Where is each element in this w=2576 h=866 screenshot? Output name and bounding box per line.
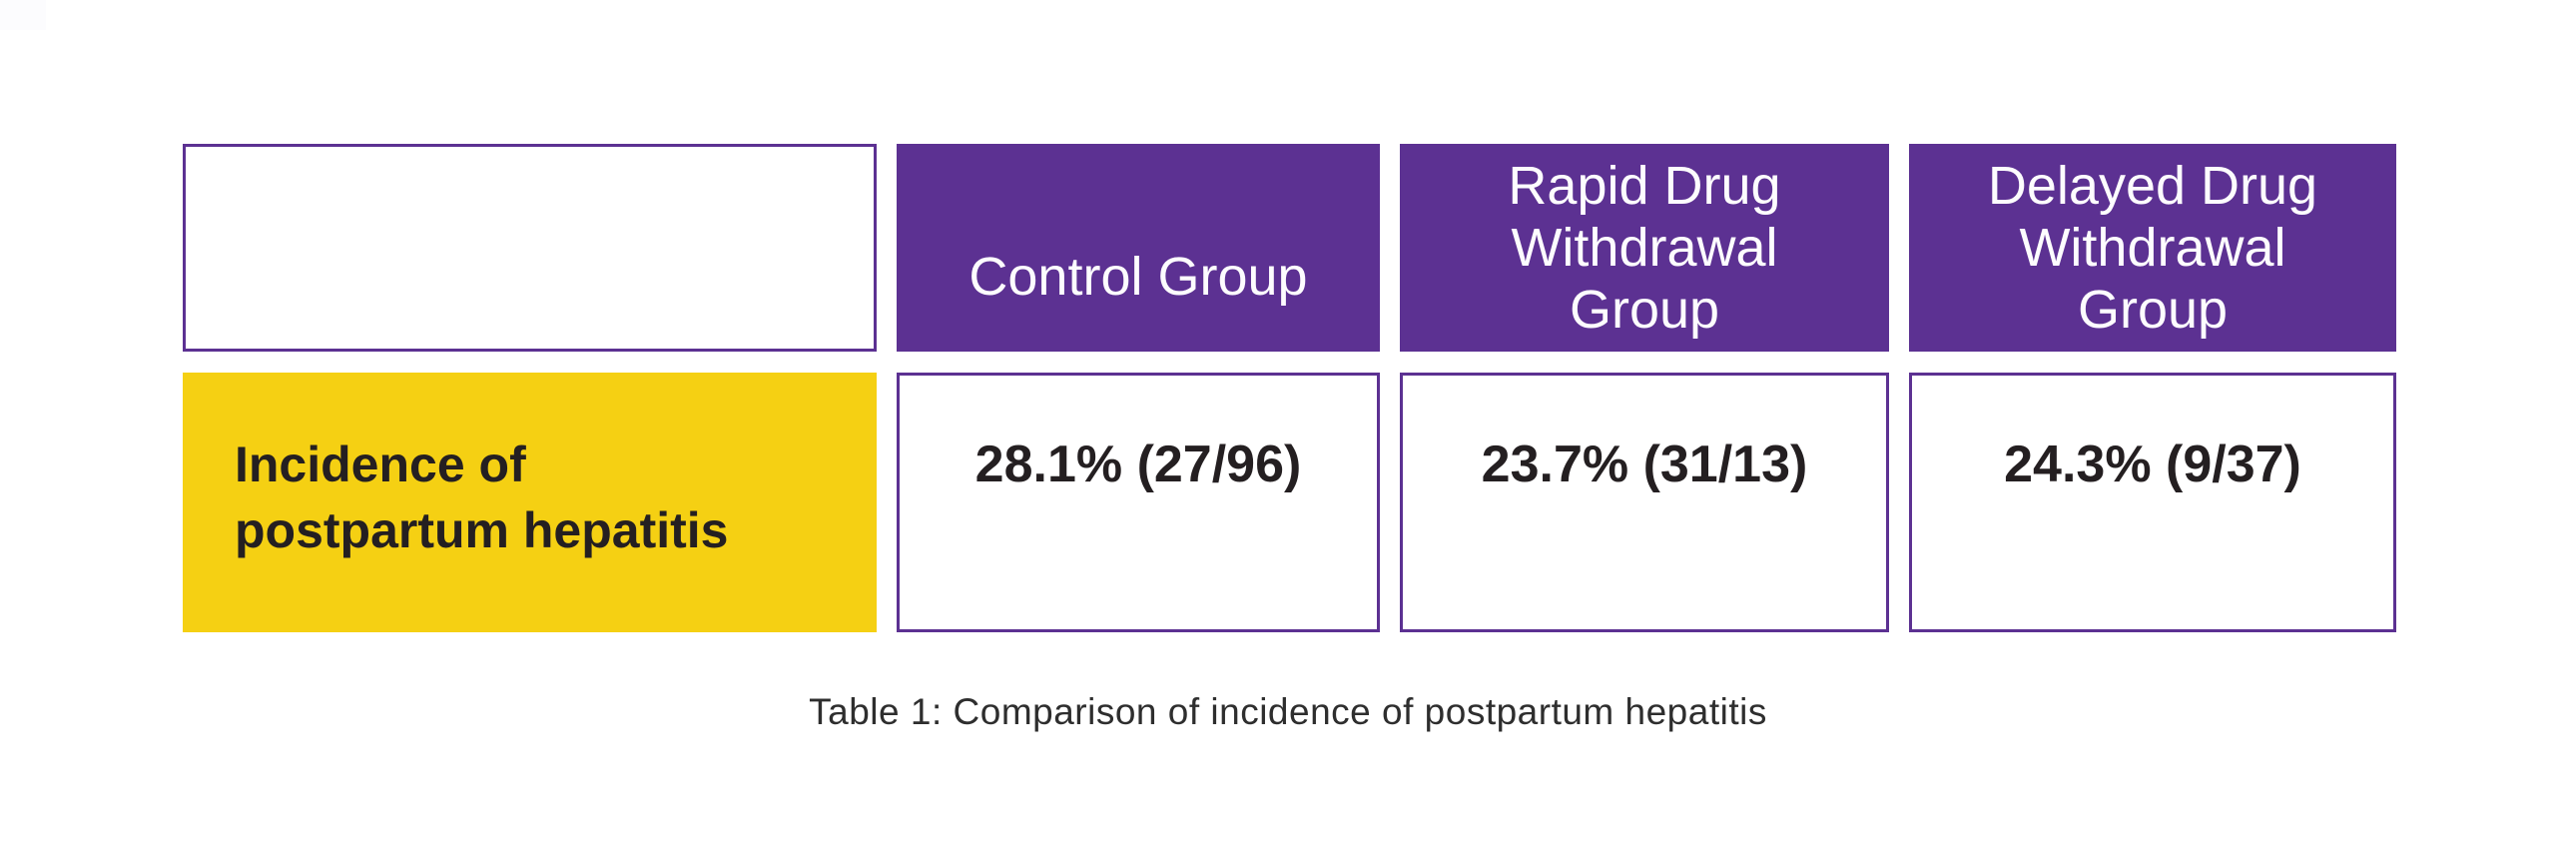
row-label-incidence: Incidence of postpartum hepatitis xyxy=(183,373,877,632)
table-caption: Table 1: Comparison of incidence of post… xyxy=(809,691,1767,732)
value-rapid-withdrawal-group: 23.7% (31/13) xyxy=(1481,435,1808,493)
value-control-group: 28.1% (27/96) xyxy=(974,435,1302,493)
corner-artifact xyxy=(0,0,46,30)
header-label-delayed-withdrawal-group: Delayed Drug Withdrawal Group xyxy=(1987,156,2318,340)
header-label-rapid-withdrawal-group: Rapid Drug Withdrawal Group xyxy=(1508,156,1781,340)
header-empty-cell xyxy=(183,144,877,352)
header-cell-delayed-withdrawal-group: Delayed Drug Withdrawal Group xyxy=(1909,144,2396,352)
value-cell-rapid-withdrawal-group: 23.7% (31/13) xyxy=(1400,373,1889,632)
value-cell-control-group: 28.1% (27/96) xyxy=(897,373,1380,632)
comparison-table: Control Group Rapid Drug Withdrawal Grou… xyxy=(183,144,2396,632)
row-label-incidence-text: Incidence of postpartum hepatitis xyxy=(235,436,729,558)
header-cell-control-group: Control Group xyxy=(897,144,1380,352)
value-cell-delayed-withdrawal-group: 24.3% (9/37) xyxy=(1909,373,2396,632)
header-label-control-group: Control Group xyxy=(968,247,1308,307)
value-delayed-withdrawal-group: 24.3% (9/37) xyxy=(2004,435,2301,493)
header-cell-rapid-withdrawal-group: Rapid Drug Withdrawal Group xyxy=(1400,144,1889,352)
